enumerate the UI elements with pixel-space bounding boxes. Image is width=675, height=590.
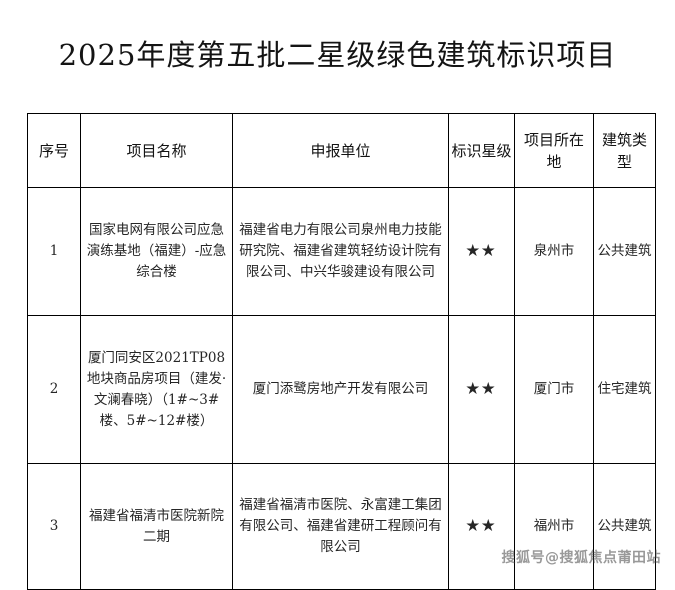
column-header-building-type: 建筑类型 — [593, 113, 656, 188]
cell-project-name: 福建省福清市医院新院二期 — [80, 463, 233, 590]
cell-location: 福州市 — [514, 463, 594, 590]
green-building-project-table: 序号 项目名称 申报单位 标识星级 项目所在地 建筑类型 1 国家电网有限公司应… — [27, 113, 656, 590]
cell-star-rating: ★★ — [448, 463, 515, 590]
cell-project-name: 国家电网有限公司应急演练基地（福建）-应急综合楼 — [80, 187, 233, 316]
page-title: 2025年度第五批二星级绿色建筑标识项目 — [58, 38, 617, 73]
cell-location: 厦门市 — [514, 315, 594, 464]
table-row: 1 国家电网有限公司应急演练基地（福建）-应急综合楼 福建省电力有限公司泉州电力… — [27, 187, 656, 316]
cell-star-rating: ★★ — [448, 315, 515, 464]
cell-building-type: 公共建筑 — [593, 463, 656, 590]
cell-project-name: 厦门同安区2021TP08地块商品房项目（建发·文澜春晓）（1#~3#楼、5#~… — [80, 315, 233, 464]
table-row: 3 福建省福清市医院新院二期 福建省福清市医院、永富建工集团有限公司、福建省建研… — [27, 463, 656, 590]
column-header-seq: 序号 — [27, 113, 81, 188]
cell-building-type: 住宅建筑 — [593, 315, 656, 464]
cell-seq: 2 — [27, 315, 81, 464]
column-header-declaring-unit: 申报单位 — [232, 113, 449, 188]
cell-location: 泉州市 — [514, 187, 594, 316]
document-page: 2025年度第五批二星级绿色建筑标识项目 序号 项目名称 申报单位 标识星级 项… — [27, 38, 661, 590]
table-header: 序号 项目名称 申报单位 标识星级 项目所在地 建筑类型 — [27, 113, 656, 188]
table-header-row: 序号 项目名称 申报单位 标识星级 项目所在地 建筑类型 — [27, 113, 656, 188]
project-table-container: 序号 项目名称 申报单位 标识星级 项目所在地 建筑类型 1 国家电网有限公司应… — [27, 113, 656, 590]
cell-declaring-unit: 福建省电力有限公司泉州电力技能研究院、福建省建筑轻纺设计院有限公司、中兴华骏建设… — [232, 187, 449, 316]
table-body: 1 国家电网有限公司应急演练基地（福建）-应急综合楼 福建省电力有限公司泉州电力… — [27, 187, 656, 590]
cell-declaring-unit: 厦门添鹭房地产开发有限公司 — [232, 315, 449, 464]
column-header-project-name: 项目名称 — [80, 113, 233, 188]
cell-declaring-unit: 福建省福清市医院、永富建工集团有限公司、福建省建研工程顾问有限公司 — [232, 463, 449, 590]
cell-star-rating: ★★ — [448, 187, 515, 316]
table-row: 2 厦门同安区2021TP08地块商品房项目（建发·文澜春晓）（1#~3#楼、5… — [27, 315, 656, 464]
cell-building-type: 公共建筑 — [593, 187, 656, 316]
column-header-star-rating: 标识星级 — [448, 113, 515, 188]
cell-seq: 3 — [27, 463, 81, 590]
cell-seq: 1 — [27, 187, 81, 316]
column-header-location: 项目所在地 — [514, 113, 594, 188]
